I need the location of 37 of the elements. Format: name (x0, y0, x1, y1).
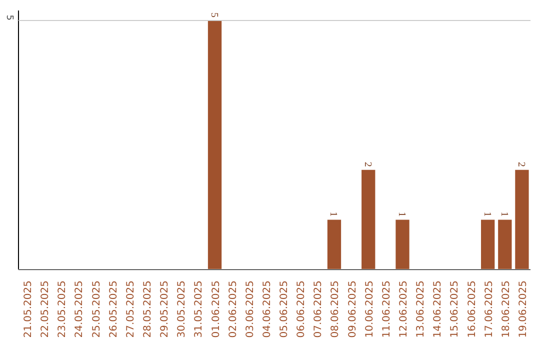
x-tick-label: 11.06.2025 (381, 280, 392, 338)
x-tick-label: 30.05.2025 (176, 280, 188, 338)
x-tick-label: 26.05.2025 (108, 280, 120, 338)
x-tick-label: 22.05.2025 (40, 280, 52, 338)
x-tick-label: 21.05.2025 (23, 280, 34, 338)
x-tick-label: 28.05.2025 (142, 280, 154, 338)
x-tick-label: 16.06.2025 (466, 280, 478, 338)
x-tick-label: 12.06.2025 (398, 280, 410, 338)
x-tick-label: 27.05.2025 (125, 280, 136, 338)
x-tick-label: 24.05.2025 (74, 280, 86, 338)
x-tick-label: 06.06.2025 (296, 280, 308, 338)
x-tick-label: 03.06.2025 (244, 280, 256, 338)
x-tick-label: 23.05.2025 (57, 280, 68, 338)
x-tick-label: 13.06.2025 (416, 280, 427, 338)
x-tick-label: 04.06.2025 (262, 280, 273, 338)
x-tick-label: 18.06.2025 (500, 280, 512, 338)
x-tick-label: 25.05.2025 (91, 280, 102, 338)
x-tick-label: 31.05.2025 (194, 280, 205, 338)
data-label: 1 (396, 212, 407, 217)
x-tick-label: 19.06.2025 (518, 280, 529, 338)
data-label: 5 (208, 12, 220, 18)
x-tick-label: 17.06.2025 (484, 280, 495, 338)
x-tick-label: 05.06.2025 (279, 280, 290, 338)
data-label: 1 (328, 212, 339, 217)
x-tick-label: 08.06.2025 (330, 280, 342, 338)
data-label: 1 (481, 212, 492, 217)
x-tick-label: 07.06.2025 (313, 280, 324, 338)
data-label: 2 (515, 162, 526, 167)
data-label: 2 (362, 162, 373, 167)
x-tick-label: 15.06.2025 (450, 280, 461, 338)
data-label: 1 (498, 212, 510, 217)
x-tick-label: 14.06.2025 (432, 280, 444, 338)
x-tick-label: 09.06.2025 (347, 280, 358, 338)
x-tick-label: 01.06.2025 (210, 280, 222, 338)
x-tick-label: 10.06.2025 (364, 280, 376, 338)
x-tick-label: 02.06.2025 (228, 280, 239, 338)
x-tick-label: 29.05.2025 (160, 280, 171, 338)
